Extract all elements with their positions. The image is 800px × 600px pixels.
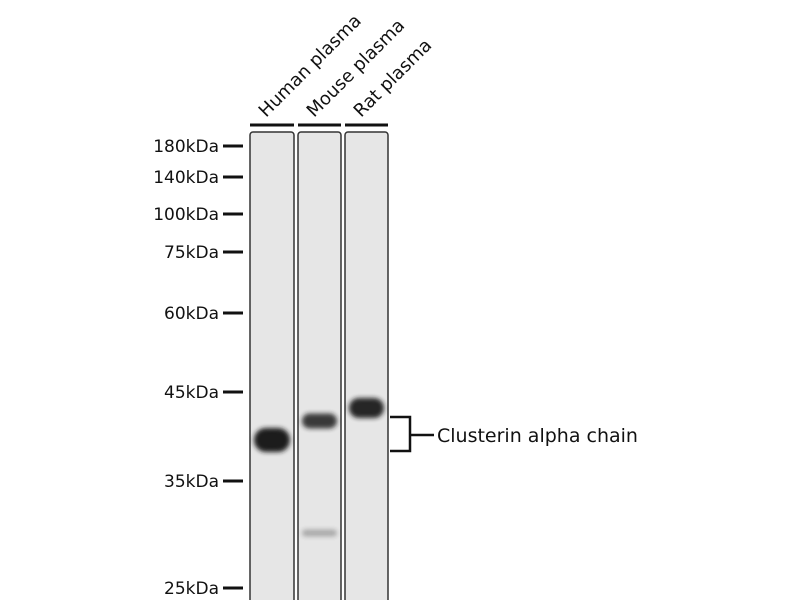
lane-membrane (249, 131, 295, 600)
marker-label: 140kDa (153, 168, 219, 188)
lane-1 (249, 123, 295, 600)
target-bracket (390, 415, 434, 453)
marker-label: 45kDa (164, 383, 219, 403)
marker-label: 75kDa (164, 243, 219, 263)
marker-label: 25kDa (164, 579, 219, 599)
target-label: Clusterin alpha chain (437, 425, 638, 447)
marker-label: 35kDa (164, 472, 219, 492)
band (302, 529, 337, 537)
band (254, 428, 290, 452)
lane-membrane (297, 131, 342, 600)
lane-3 (344, 123, 389, 600)
lane-membrane (344, 131, 389, 600)
band (349, 398, 384, 418)
lane-2 (297, 123, 342, 600)
marker-label: 100kDa (153, 205, 219, 225)
marker-label: 60kDa (164, 304, 219, 324)
marker-label: 180kDa (153, 137, 219, 157)
band (302, 413, 337, 429)
